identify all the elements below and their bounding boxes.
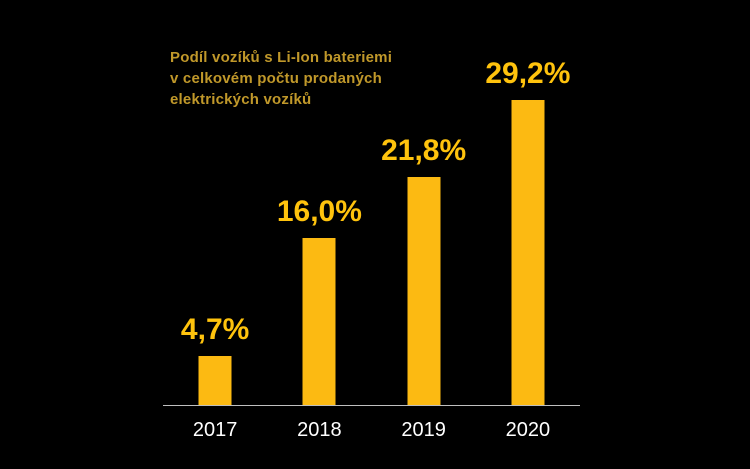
value-label-2020: 29,2% (485, 57, 571, 90)
value-label-2019: 21,8% (381, 134, 467, 167)
value-label-2017: 4,7% (180, 313, 250, 346)
bar-2018 (302, 238, 336, 405)
x-tick-label-2018: 2018 (297, 419, 342, 441)
value-label-2018: 16,0% (276, 195, 362, 228)
bar-group-2017: 4,7% 2017 (163, 50, 267, 441)
x-tick-label-2017: 2017 (192, 419, 238, 441)
x-tick-label-2019: 2019 (401, 419, 446, 441)
x-axis-line (163, 404, 580, 406)
bar-2019 (407, 177, 441, 405)
plot-area: 4,7% 2017 16,0% 2018 21,8% 2019 29,2% 20… (163, 50, 580, 441)
chart-title-line-3: elektrických vozíků (170, 91, 312, 108)
bar-group-2019: 21,8% 2019 (372, 50, 476, 441)
chart-title-line-1: Podíl vozíků s Li-Ion bateriemi (170, 49, 393, 66)
bar-2017 (198, 356, 232, 405)
bar-2020 (511, 100, 545, 405)
x-tick-label-2020: 2020 (505, 419, 551, 441)
chart-title: Podíl vozíků s Li-Ion bateriemi v celkov… (170, 47, 392, 110)
bar-group-2020: 29,2% 2020 (476, 50, 580, 441)
bar-group-2018: 16,0% 2018 (267, 50, 371, 441)
chart-title-line-2: v celkovém počtu prodaných (170, 70, 382, 87)
